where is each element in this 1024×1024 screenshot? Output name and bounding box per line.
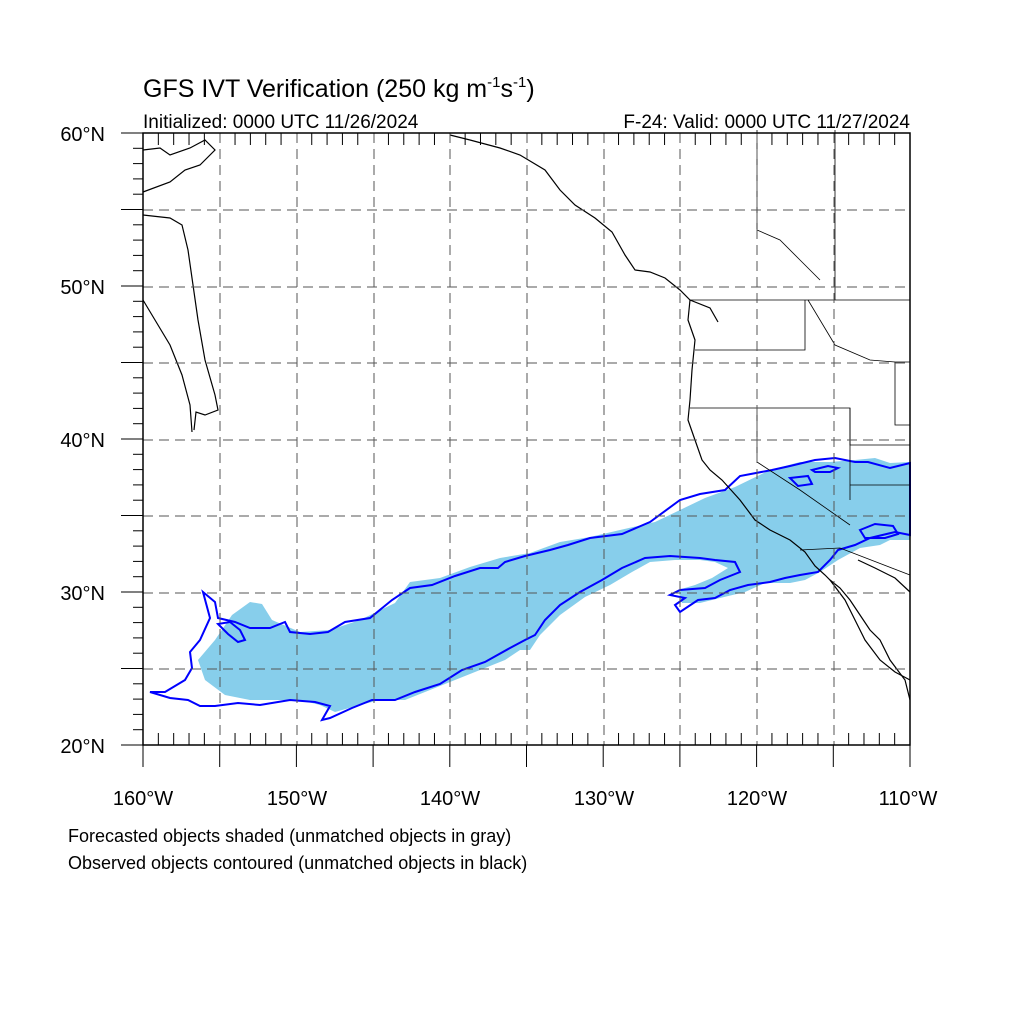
observed-ivt-contour-small — [787, 474, 814, 488]
observed-ivt-contour-small — [858, 522, 900, 539]
axis-ticks — [121, 132, 911, 767]
observed-ivt-contour-small — [215, 620, 247, 644]
lat-label-30: 30°N — [60, 583, 105, 605]
initialized-label: Initialized: 0000 UTC 11/26/2024 — [143, 112, 419, 133]
lat-label-20: 20°N — [60, 736, 105, 758]
lon-label-130: 130°W — [574, 788, 634, 810]
lon-label-150: 150°W — [267, 788, 327, 810]
lat-label-60: 60°N — [60, 124, 105, 146]
lon-label-110: 110°W — [879, 788, 938, 810]
lon-label-160: 160°W — [113, 788, 173, 810]
forecast-ivt-object — [198, 458, 910, 712]
valid-label: F-24: Valid: 0000 UTC 11/27/2024 — [623, 112, 910, 133]
map-panel — [121, 130, 911, 767]
coastlines — [142, 134, 911, 701]
figure-title: GFS IVT Verification (250 kg m-1s-1) — [143, 74, 535, 103]
state-borders — [690, 130, 911, 576]
note-observed: Observed objects contoured (unmatched ob… — [68, 853, 527, 873]
lon-label-120: 120°W — [727, 788, 787, 810]
lat-label-40: 40°N — [60, 430, 105, 452]
graticule — [143, 133, 910, 745]
lat-labels: 60°N 50°N 40°N 30°N 20°N — [60, 124, 105, 758]
lon-label-140: 140°W — [420, 788, 480, 810]
lon-labels: 160°W 150°W 140°W 130°W 120°W 110°W — [113, 788, 938, 810]
lat-label-50: 50°N — [60, 277, 105, 299]
note-forecast: Forecasted objects shaded (unmatched obj… — [68, 826, 511, 846]
